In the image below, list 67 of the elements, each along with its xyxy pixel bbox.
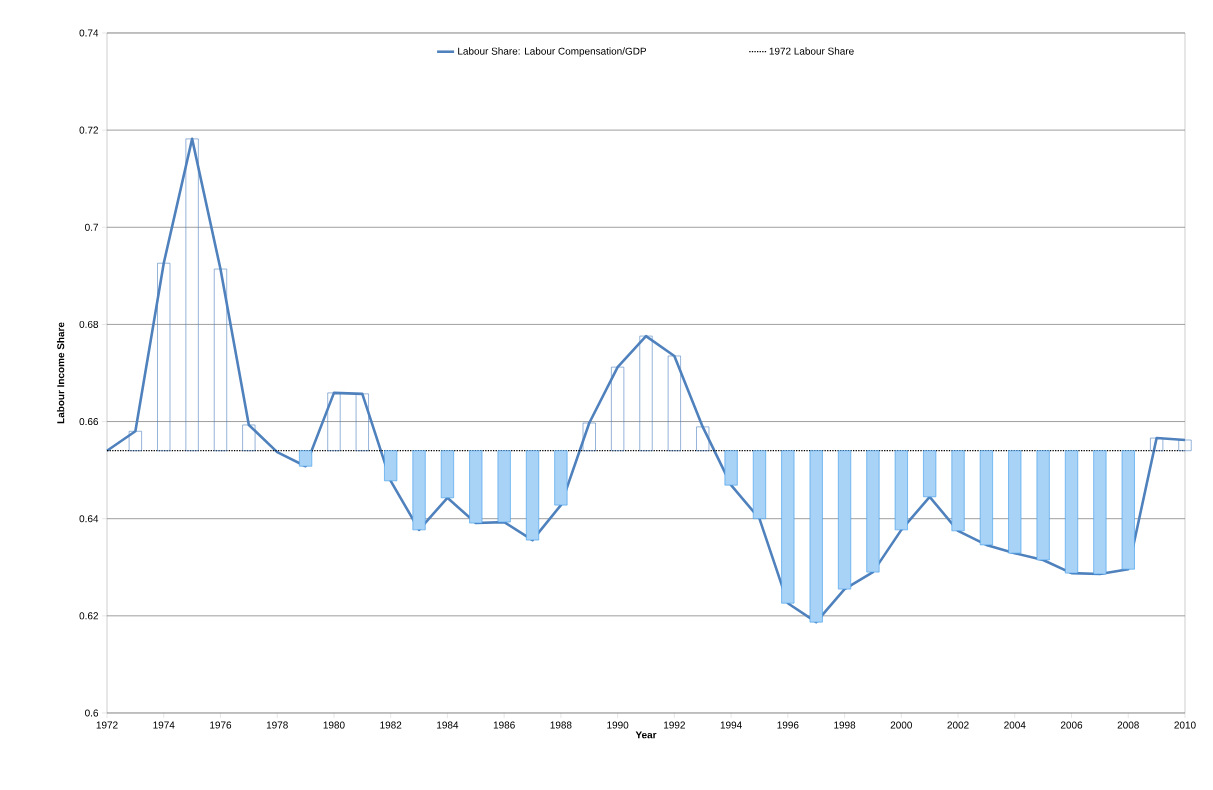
y-tick-label: 0.74 [79,29,99,37]
bar [1064,450,1079,574]
x-tick-label: 1994 [720,721,742,729]
x-tick-label: 1988 [550,721,572,729]
y-tick-label: 0.68 [79,320,99,328]
bar [525,450,540,541]
bar [781,450,795,604]
bar [1121,450,1135,570]
bar [128,430,142,451]
y-tick-label: 0.7 [85,223,98,231]
legend-label: 1972 Labour Share [769,47,854,55]
bar [469,450,483,524]
x-tick-label: 1978 [266,721,288,729]
y-tick-label: 0.72 [79,126,98,134]
bar [440,450,454,499]
y-tick-label: 0.64 [79,515,99,523]
bar [412,450,426,531]
bar [1093,450,1107,575]
bar [838,450,852,590]
bar [384,450,398,482]
bar [979,450,993,546]
bar [213,268,228,451]
x-tick-label: 2008 [1117,721,1139,729]
bar [1008,450,1022,554]
x-tick-label: 2002 [947,721,969,729]
bar [497,450,511,523]
bar [1150,437,1164,451]
x-tick-label: 1982 [380,721,402,729]
bar [639,335,653,451]
bar [299,450,313,467]
y-tick-label: 0.66 [79,418,99,426]
bar [355,393,369,451]
x-tick-label: 1976 [210,721,232,729]
bar [327,392,341,451]
bar [554,450,568,506]
bar [611,366,625,451]
bar [696,426,710,451]
bar [157,262,171,451]
x-tick-label: 1974 [153,721,175,729]
x-tick-label: 1986 [493,721,515,729]
bar [951,450,965,532]
bar [894,450,908,531]
y-tick-label: 0.62 [79,612,98,620]
bar [923,450,937,498]
x-tick-label: 1998 [834,721,856,729]
bar [667,355,681,451]
x-tick-label: 1990 [607,721,629,729]
bar [582,422,596,451]
x-tick-label: 1980 [323,721,345,729]
bar [1036,450,1050,561]
x-axis-title: Year [635,731,657,739]
x-tick-label: 2006 [1060,721,1083,729]
bar [752,450,767,519]
y-tick-label: 0.6 [85,709,99,717]
bar [809,450,823,623]
legend-label: Labour Share: Labour Compensation/GDP [458,47,647,57]
bar [724,450,738,486]
x-tick-label: 1984 [437,721,459,729]
bar [866,450,880,573]
x-tick-label: 2004 [1004,721,1026,729]
y-axis-title: Labour Income Share [56,322,65,424]
x-tick-label: 1972 [96,721,118,729]
x-tick-label: 2000 [890,721,912,729]
bar [242,424,256,451]
x-tick-label: 1996 [777,721,799,729]
x-tick-label: 1992 [664,721,685,729]
x-tick-label: 2010 [1174,721,1196,729]
